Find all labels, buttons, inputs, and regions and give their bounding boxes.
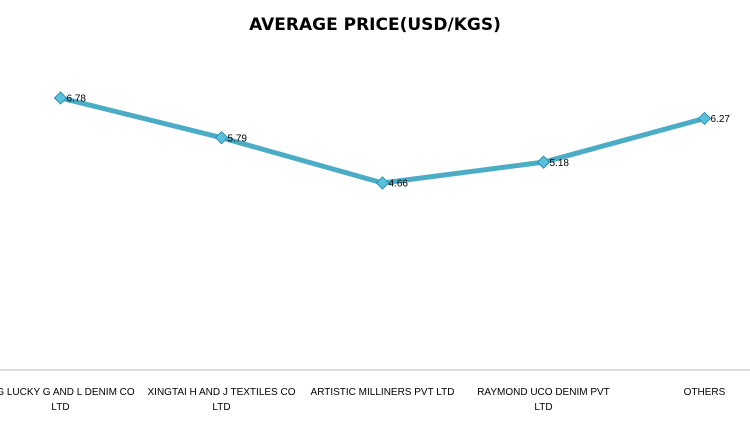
x-tick-label: RAYMOND UCO DENIM PVT LTD — [477, 387, 610, 413]
x-tick-label: ARTISTIC MILLINERS PVT LTD — [310, 387, 455, 398]
marker — [536, 155, 551, 169]
marker — [53, 91, 68, 105]
data-label: 6.27 — [711, 114, 731, 125]
x-tick-label: ING LUCKY G AND L DENIM CO LTD — [0, 387, 135, 413]
marker — [214, 130, 229, 145]
line — [59, 95, 706, 186]
data-label: 5.18 — [550, 158, 570, 169]
x-tick-label: OTHERS — [683, 387, 726, 398]
x-tick-label: XINGTAI H AND J TEXTILES CO LTD — [147, 387, 296, 413]
chart-title: AVERAGE PRICE(USD/KGS) — [249, 15, 501, 35]
data-label: 4.66 — [389, 179, 409, 190]
marker — [697, 111, 712, 126]
data-label: 6.78 — [67, 94, 87, 105]
marker — [375, 176, 390, 190]
data-label: 5.79 — [228, 133, 248, 144]
